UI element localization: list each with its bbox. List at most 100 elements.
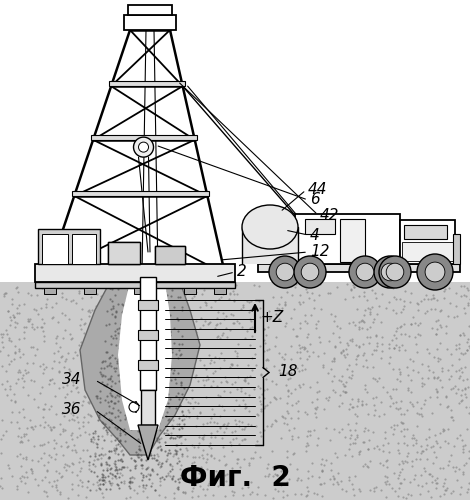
Point [162,412,170,420]
Point [185,408,193,416]
Point [89,432,97,440]
Point [8,316,15,324]
Point [41,418,49,426]
Point [109,302,116,310]
Point [242,479,249,487]
Point [174,485,181,493]
Point [331,388,338,396]
Point [56,430,63,438]
Point [358,400,366,408]
Point [423,290,430,298]
Point [38,315,46,323]
Point [115,456,122,464]
Point [98,372,106,380]
Point [147,400,154,408]
Point [133,374,140,382]
Point [208,434,215,442]
Point [212,320,220,328]
Point [23,468,30,476]
Point [466,479,470,487]
Point [322,424,329,432]
Point [103,306,111,314]
Point [61,357,69,365]
Point [142,302,150,310]
Point [99,424,107,432]
Point [402,456,409,464]
Point [130,291,138,299]
Point [137,308,144,316]
Point [301,311,308,319]
Point [260,347,268,355]
Point [291,282,298,290]
Point [296,384,304,392]
Point [205,442,213,450]
Point [450,464,457,471]
Point [404,371,411,379]
Point [40,460,48,468]
Point [143,494,151,500]
Point [20,334,28,342]
Point [349,294,357,302]
Point [125,312,133,320]
Point [99,357,107,365]
Point [216,392,224,400]
Polygon shape [295,214,400,264]
Point [15,288,22,296]
Point [339,346,347,354]
Point [433,479,441,487]
Point [171,339,178,347]
Point [115,473,123,481]
Point [172,442,180,450]
Point [321,405,328,413]
Point [246,324,253,332]
Point [292,280,299,288]
Point [156,458,163,466]
Point [85,306,93,314]
Point [226,290,234,298]
Point [397,428,404,436]
Point [283,478,291,486]
Point [182,444,189,452]
Point [0,484,6,492]
Point [353,402,361,410]
Point [369,364,377,372]
Point [466,294,470,302]
Point [328,376,336,384]
Point [170,488,178,496]
Point [359,340,367,348]
Point [262,364,270,372]
Point [247,454,255,462]
Point [64,442,71,450]
Point [107,362,115,370]
Point [135,437,143,445]
Point [12,323,19,331]
Point [69,460,77,468]
Point [153,436,161,444]
Point [145,342,152,349]
Point [256,312,264,320]
Point [336,324,344,332]
Point [316,280,324,288]
Point [85,430,93,438]
Point [131,362,139,370]
Point [243,327,251,335]
Point [337,348,345,356]
Point [231,488,238,496]
Point [62,356,70,364]
Point [121,368,128,376]
Point [21,474,28,482]
Point [160,429,168,437]
Point [75,341,83,349]
Point [0,449,5,457]
Point [161,364,168,372]
Point [193,474,201,482]
Point [352,341,360,349]
Point [103,485,110,493]
Point [65,366,73,374]
Point [111,327,119,335]
Point [340,352,348,360]
Point [270,464,277,471]
Point [274,304,281,312]
Point [111,291,119,299]
Point [357,487,364,495]
